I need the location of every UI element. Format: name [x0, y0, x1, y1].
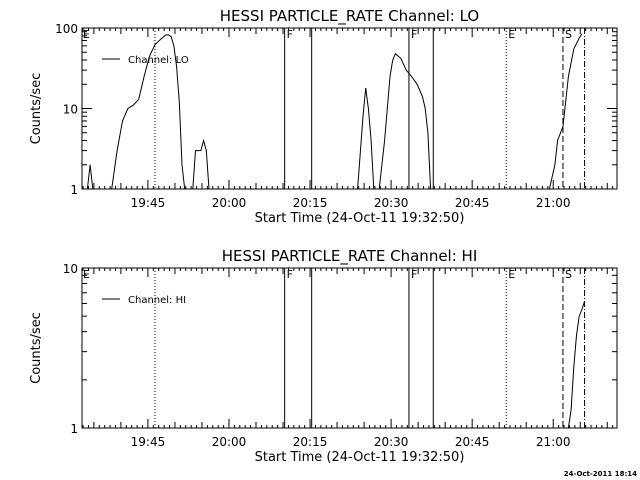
x-axis-label: Start Time (24-Oct-11 19:32:50)	[255, 450, 465, 465]
x-tick-label: 20:00	[212, 196, 247, 210]
series-line	[357, 87, 375, 190]
hi-channel-panel: HESSI PARTICLE_RATE Channel: HI 19:45 20:0…	[29, 247, 618, 465]
event-marker-label: E	[83, 268, 90, 281]
legend-label: Channel: HI	[128, 295, 186, 306]
y-tick-label: 10	[63, 262, 78, 276]
x-tick-label: 20:15	[293, 435, 328, 449]
legend-label: Channel: LO	[128, 55, 189, 66]
x-tick-label: 20:30	[374, 196, 409, 210]
x-axis-label: Start Time (24-Oct-11 19:32:50)	[255, 211, 465, 226]
footer-timestamp: 24-Oct-2011 18:14	[564, 470, 637, 478]
y-tick-label: 1	[70, 183, 78, 197]
event-marker-label: F	[411, 28, 417, 41]
lo-channel-panel: HESSI PARTICLE_RATE Channel: LO 19:45 20:0…	[29, 7, 618, 226]
plot-frame	[81, 267, 618, 429]
x-tick-label: 20:30	[374, 435, 409, 449]
x-tick-label: 20:00	[212, 435, 247, 449]
series-line	[86, 164, 94, 190]
y-tick-label: 100	[55, 22, 78, 36]
y-tick-label: 10	[63, 103, 78, 117]
event-marker-label: F	[411, 268, 417, 281]
series-line	[111, 34, 186, 190]
series-line	[567, 301, 586, 429]
series-line	[548, 33, 583, 190]
x-tick-label: 20:45	[455, 196, 490, 210]
event-marker-label: F	[287, 28, 293, 41]
x-tick-label: 20:45	[455, 435, 490, 449]
y-axis-label: Counts/sec	[29, 73, 44, 145]
x-tick-label: 21:00	[536, 196, 571, 210]
x-tick-label: 19:45	[131, 435, 166, 449]
chart-title: HESSI PARTICLE_RATE Channel: HI	[222, 247, 478, 266]
x-tick-label: 21:00	[536, 435, 571, 449]
event-marker-label: E	[83, 28, 90, 41]
plot-frame	[81, 27, 618, 190]
series-line	[192, 138, 210, 190]
event-marker-label: S	[565, 28, 572, 41]
y-tick-label: 1	[70, 422, 78, 436]
event-marker-label: E	[508, 268, 515, 281]
event-marker-label: S	[565, 268, 572, 281]
event-marker-label: E	[508, 28, 515, 41]
y-axis-label: Counts/sec	[29, 312, 44, 384]
series-line	[378, 52, 432, 190]
x-tick-label: 19:45	[131, 196, 166, 210]
chart-title: HESSI PARTICLE_RATE Channel: LO	[220, 7, 479, 26]
event-marker-label: F	[287, 268, 293, 281]
x-tick-label: 20:15	[293, 196, 328, 210]
